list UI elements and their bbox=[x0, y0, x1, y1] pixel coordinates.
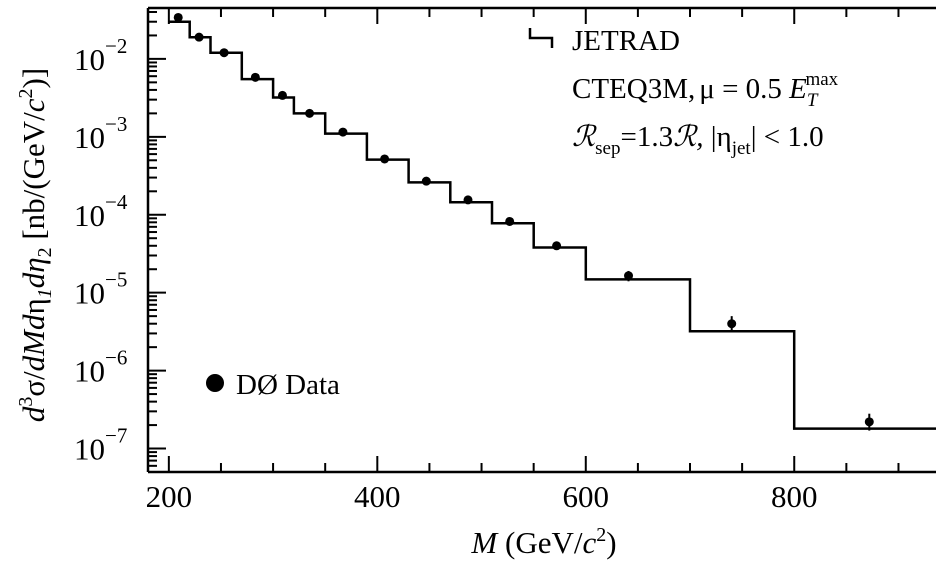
data-point bbox=[624, 271, 634, 281]
y-tick-label: 10−3 bbox=[74, 112, 127, 155]
data-point bbox=[864, 417, 874, 427]
x-tick-label: 600 bbox=[563, 479, 610, 514]
plot-area bbox=[168, 12, 936, 431]
data-point bbox=[305, 108, 315, 118]
data-point bbox=[194, 32, 204, 42]
x-tick-label: 800 bbox=[771, 479, 818, 514]
legend-data-marker bbox=[206, 374, 224, 392]
x-tick-label: 400 bbox=[354, 479, 401, 514]
data-point bbox=[421, 176, 431, 186]
data-point bbox=[505, 216, 515, 226]
data-point bbox=[727, 319, 737, 329]
legend-data-label: DØ Data bbox=[236, 369, 340, 401]
y-tick-label: 10−6 bbox=[74, 346, 127, 389]
data-point bbox=[338, 127, 348, 137]
data-point bbox=[250, 72, 260, 82]
x-axis-label: M (GeV/c2) bbox=[470, 524, 616, 560]
y-tick-label: 10−4 bbox=[74, 190, 128, 233]
legend-step-icon bbox=[528, 28, 554, 48]
annotation-pdf-scale: CTEQ3M, μ = 0.5 ETmax bbox=[572, 69, 839, 111]
data-point bbox=[552, 241, 562, 251]
data-point bbox=[277, 90, 287, 100]
data-point bbox=[173, 12, 183, 22]
legend-jetrad-label: JETRAD bbox=[572, 25, 680, 57]
tick-labels: 200 400 600 800 10−7 10−6 10−5 10−4 10−3 10−2 bbox=[74, 34, 817, 514]
x-tick-label: 200 bbox=[146, 479, 193, 514]
y-tick-label: 10−5 bbox=[74, 268, 127, 311]
y-axis-label: d3σ/dMdη1dη2 [nb/(GeV/c2)] bbox=[15, 68, 56, 422]
data-point bbox=[380, 154, 390, 164]
data-point bbox=[463, 195, 473, 205]
tick-marks bbox=[148, 8, 900, 473]
y-tick-label: 10−2 bbox=[74, 34, 127, 77]
annotation-rsep-eta: ℛsep=1.3ℛ, |ηjet| < 1.0 bbox=[572, 121, 824, 159]
data-point bbox=[219, 48, 229, 58]
y-tick-label: 10−7 bbox=[74, 424, 127, 467]
